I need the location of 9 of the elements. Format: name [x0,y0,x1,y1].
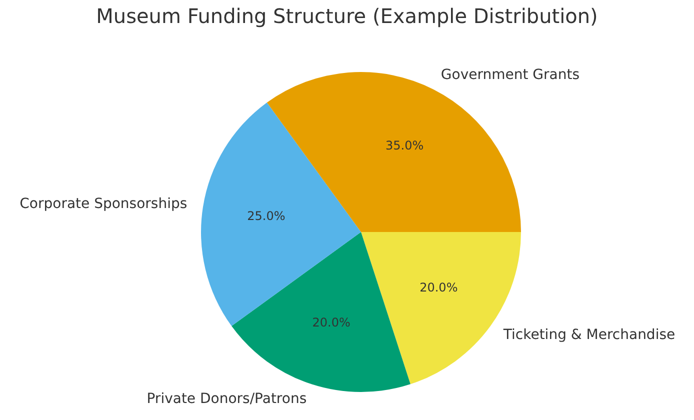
chart-title: Museum Funding Structure (Example Distribution) [96,4,598,28]
slice-label: Government Grants [440,66,580,83]
data-label: 20.0% [312,315,350,330]
data-label: 20.0% [420,280,458,295]
data-label: 35.0% [386,138,424,153]
slice-label: Ticketing & Merchandise [502,327,676,344]
slice-label: Private Donors/Patrons [146,391,307,408]
slice-label: Corporate Sponsorships [20,196,188,212]
data-label: 25.0% [247,209,286,224]
